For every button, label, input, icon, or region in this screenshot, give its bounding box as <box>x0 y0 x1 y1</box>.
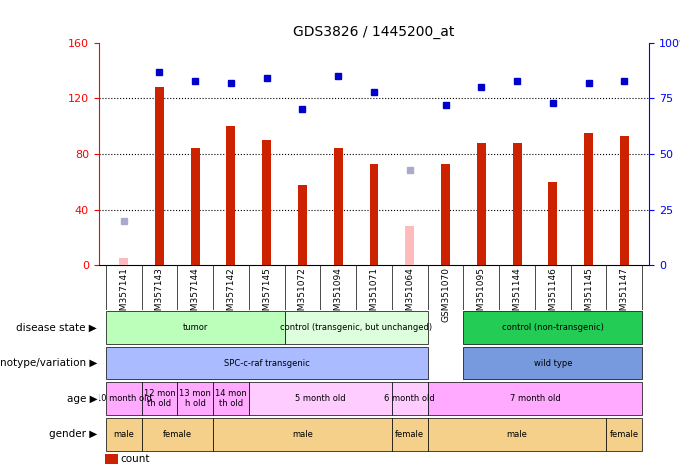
Text: female: female <box>610 430 639 438</box>
Text: age ▶: age ▶ <box>67 393 97 404</box>
Text: male: male <box>292 430 313 438</box>
Bar <box>285 311 428 344</box>
Bar <box>106 382 141 415</box>
Text: control (non-transgenic): control (non-transgenic) <box>502 323 604 332</box>
Text: gender ▶: gender ▶ <box>49 429 97 439</box>
Text: 7 month old: 7 month old <box>509 394 560 403</box>
Bar <box>262 140 271 265</box>
Text: genotype/variation ▶: genotype/variation ▶ <box>0 358 97 368</box>
Bar <box>405 227 414 265</box>
Bar <box>584 133 593 265</box>
Bar <box>392 382 428 415</box>
Text: wild type: wild type <box>534 359 572 367</box>
Text: 14 mon
th old: 14 mon th old <box>215 389 247 408</box>
Text: 13 mon
h old: 13 mon h old <box>180 389 211 408</box>
Text: tumor: tumor <box>182 323 208 332</box>
Bar <box>369 164 379 265</box>
Bar <box>249 382 392 415</box>
Bar <box>141 418 213 451</box>
Text: male: male <box>507 430 528 438</box>
Bar <box>226 126 235 265</box>
Bar <box>213 418 392 451</box>
Bar <box>392 418 428 451</box>
Text: 10 month old: 10 month old <box>96 394 152 403</box>
Text: control (transgenic, but unchanged): control (transgenic, but unchanged) <box>280 323 432 332</box>
Bar <box>177 382 213 415</box>
Bar <box>334 148 343 265</box>
Bar <box>190 148 200 265</box>
Bar <box>155 87 164 265</box>
Bar <box>620 136 629 265</box>
Bar <box>463 311 642 344</box>
Bar <box>607 418 642 451</box>
Bar <box>298 185 307 265</box>
Bar <box>513 143 522 265</box>
Bar <box>213 382 249 415</box>
Bar <box>106 418 141 451</box>
Bar <box>141 382 177 415</box>
Bar <box>441 164 450 265</box>
Text: male: male <box>113 430 134 438</box>
Bar <box>428 418 607 451</box>
Text: female: female <box>395 430 424 438</box>
Bar <box>548 182 558 265</box>
Bar <box>119 258 128 265</box>
Text: 12 mon
th old: 12 mon th old <box>143 389 175 408</box>
Text: 5 month old: 5 month old <box>295 394 345 403</box>
Text: female: female <box>163 430 192 438</box>
Bar <box>477 143 486 265</box>
Bar <box>106 346 428 380</box>
Bar <box>463 346 642 380</box>
Bar <box>428 382 642 415</box>
Text: disease state ▶: disease state ▶ <box>16 322 97 333</box>
Bar <box>106 311 285 344</box>
Text: 6 month old: 6 month old <box>384 394 435 403</box>
Text: count: count <box>120 454 150 464</box>
Text: SPC-c-raf transgenic: SPC-c-raf transgenic <box>224 359 309 367</box>
Title: GDS3826 / 1445200_at: GDS3826 / 1445200_at <box>293 25 455 39</box>
